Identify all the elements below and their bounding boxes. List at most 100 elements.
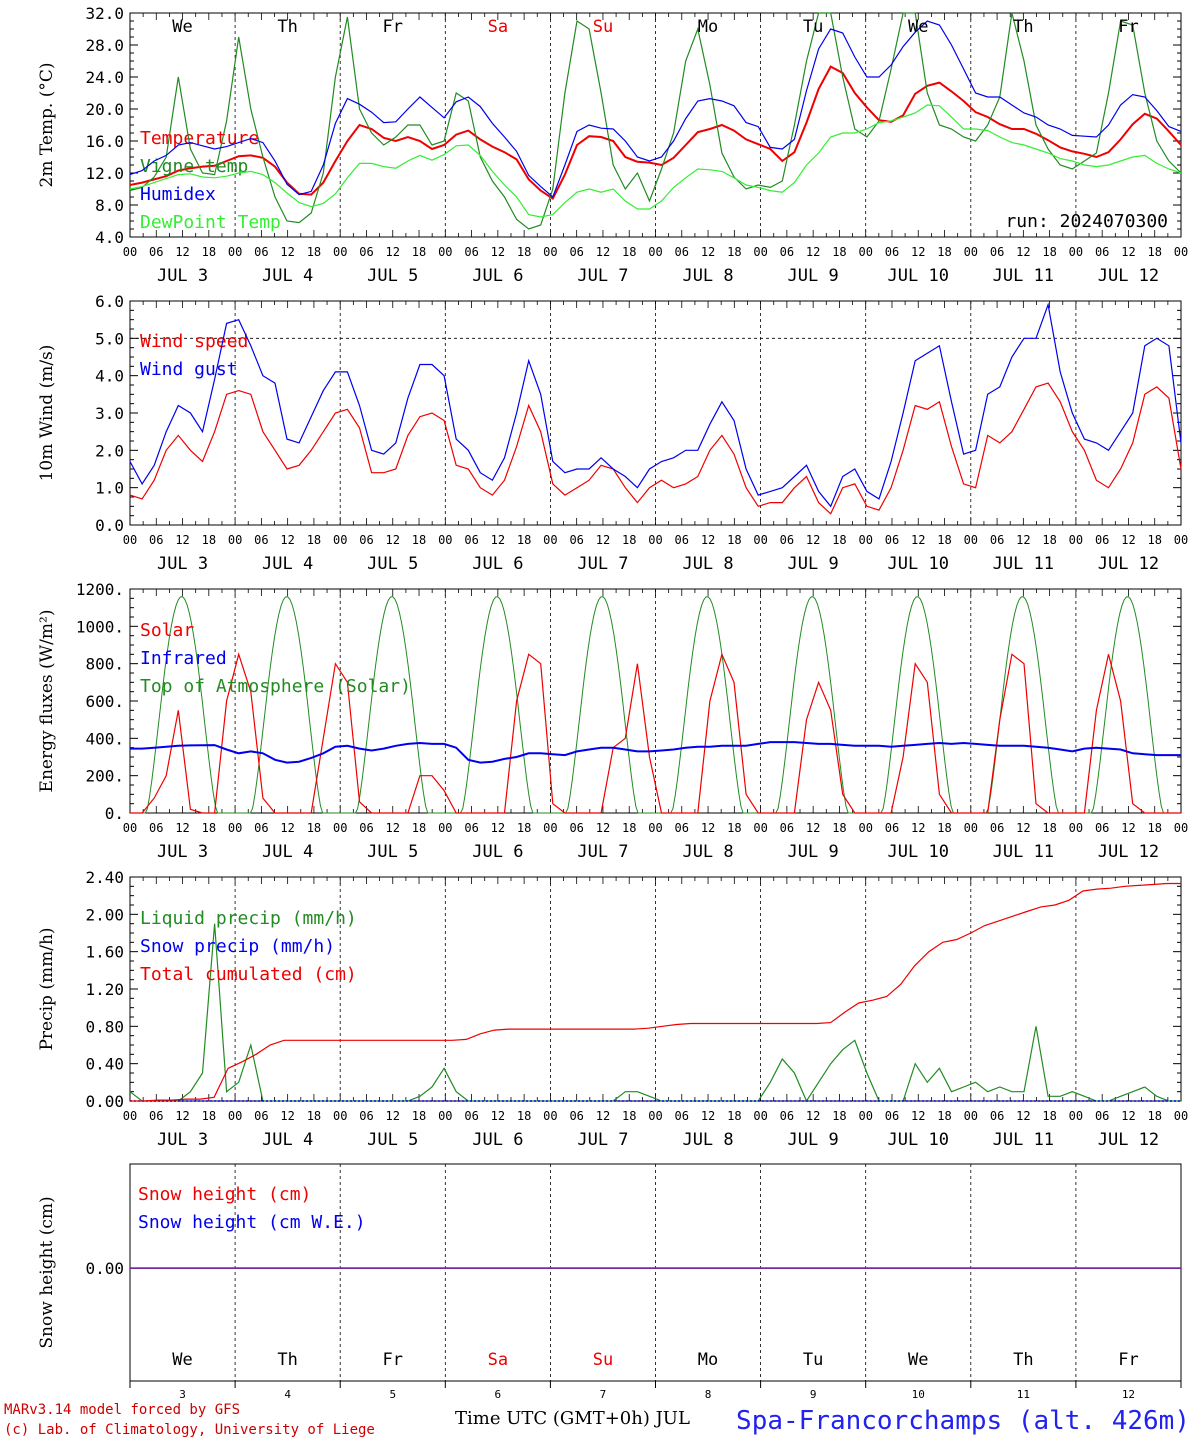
y-axis-label: Energy fluxes (W/m²) [37, 610, 57, 793]
date-label: JUL 6 [472, 554, 523, 574]
y-tick-label: 1200. [76, 580, 124, 599]
hour-tick-label: 18 [832, 1109, 846, 1123]
day-name: Su [593, 1350, 613, 1370]
hour-tick-label: 06 [569, 533, 583, 547]
y-tick-label: 600. [85, 692, 124, 711]
hour-tick-label: 00 [1174, 821, 1188, 835]
hour-tick-label: 18 [622, 1109, 636, 1123]
day-name: Fr [383, 1350, 403, 1370]
hour-tick-label: 00 [858, 245, 872, 259]
hour-tick-label: 18 [937, 1109, 951, 1123]
y-tick-label: 1.20 [85, 980, 124, 999]
legend-entry: Snow height (cm) [138, 1184, 311, 1205]
day-name: We [172, 17, 192, 37]
hour-tick-label: 00 [858, 821, 872, 835]
hour-tick-label: 12 [596, 1109, 610, 1123]
footer-lab: (c) Lab. of Climatology, University of L… [4, 1422, 375, 1438]
day-number: 5 [389, 1388, 396, 1401]
hour-tick-label: 00 [858, 533, 872, 547]
y-tick-label: 5.0 [95, 329, 124, 348]
hour-tick-label: 18 [517, 533, 531, 547]
hour-tick-label: 18 [727, 821, 741, 835]
hour-tick-label: 00 [543, 533, 557, 547]
day-name: Fr [383, 17, 403, 37]
day-name: Mo [698, 1350, 718, 1370]
date-label: JUL 5 [367, 554, 418, 574]
hour-tick-label: 00 [1069, 1109, 1083, 1123]
day-name: Su [593, 17, 613, 37]
y-tick-label: 2.0 [95, 441, 124, 460]
date-label: JUL 4 [262, 554, 313, 574]
hour-tick-label: 00 [648, 821, 662, 835]
y-tick-label: 0.80 [85, 1017, 124, 1036]
hour-tick-label: 06 [885, 245, 899, 259]
hour-tick-label: 18 [622, 533, 636, 547]
hour-tick-label: 18 [307, 245, 321, 259]
hour-tick-label: 18 [412, 821, 426, 835]
day-number: 12 [1122, 1388, 1135, 1401]
legend-entry: Liquid precip (mm/h) [140, 908, 357, 929]
date-label: JUL 4 [262, 1130, 313, 1150]
hour-tick-label: 06 [885, 1109, 899, 1123]
hour-tick-label: 06 [675, 245, 689, 259]
hour-tick-label: 12 [1121, 245, 1135, 259]
hour-tick-label: 00 [438, 1109, 452, 1123]
hour-tick-label: 06 [569, 245, 583, 259]
hour-tick-label: 18 [412, 533, 426, 547]
hour-tick-label: 18 [937, 245, 951, 259]
hour-tick-label: 06 [780, 245, 794, 259]
hour-tick-label: 00 [1069, 533, 1083, 547]
hour-tick-label: 18 [307, 821, 321, 835]
panel-3: 0. 200. 400. 600. 800. 1000. 1200. Energy fluxe… [37, 580, 1188, 862]
hour-tick-label: 06 [464, 245, 478, 259]
date-label: JUL 6 [472, 266, 523, 286]
hour-tick-label: 00 [964, 821, 978, 835]
hour-tick-label: 12 [491, 1109, 505, 1123]
y-tick-label: 3.0 [95, 404, 124, 423]
station-name: Spa-Francorchamps (alt. 426m) [736, 1406, 1190, 1436]
hour-tick-label: 12 [701, 533, 715, 547]
panel-frame [129, 588, 1182, 814]
hour-tick-label: 06 [359, 821, 373, 835]
hour-tick-label: 18 [622, 821, 636, 835]
hour-tick-label: 12 [701, 245, 715, 259]
hour-tick-label: 12 [1121, 821, 1135, 835]
hour-tick-label: 06 [675, 821, 689, 835]
date-label: JUL 9 [788, 266, 839, 286]
hour-tick-label: 18 [937, 533, 951, 547]
hour-tick-label: 18 [1042, 533, 1056, 547]
hour-tick-label: 00 [858, 1109, 872, 1123]
date-label: JUL 12 [1098, 1130, 1159, 1150]
y-axis-label: 2m Temp. (°C) [37, 62, 57, 187]
hour-tick-label: 00 [333, 821, 347, 835]
hour-tick-label: 06 [675, 1109, 689, 1123]
hour-tick-label: 18 [202, 821, 216, 835]
date-label: JUL 7 [577, 266, 628, 286]
date-label: JUL 5 [367, 1130, 418, 1150]
hour-tick-label: 06 [149, 245, 163, 259]
hour-tick-label: 18 [307, 533, 321, 547]
hour-tick-label: 12 [806, 821, 820, 835]
hour-tick-label: 00 [648, 245, 662, 259]
hour-tick-label: 18 [1042, 245, 1056, 259]
hour-tick-label: 18 [202, 1109, 216, 1123]
legend-entry: Infrared [140, 648, 227, 669]
legend-entry: Top of Atmosphere (Solar) [140, 676, 411, 697]
hour-tick-label: 12 [491, 821, 505, 835]
day-name: Th [1013, 17, 1033, 37]
hour-tick-label: 06 [885, 821, 899, 835]
hour-tick-label: 06 [464, 533, 478, 547]
date-label: JUL 11 [993, 266, 1054, 286]
hour-tick-label: 06 [990, 245, 1004, 259]
panel-frame [129, 12, 1182, 238]
date-label: JUL 7 [577, 554, 628, 574]
hour-tick-label: 06 [885, 533, 899, 547]
hour-tick-label: 06 [780, 821, 794, 835]
y-tick-label: 4.0 [95, 228, 124, 247]
hour-tick-label: 06 [149, 533, 163, 547]
hour-tick-label: 18 [412, 1109, 426, 1123]
series-line-wind-gust [129, 302, 1182, 508]
hour-tick-label: 06 [780, 533, 794, 547]
hour-tick-label: 18 [1042, 821, 1056, 835]
y-tick-label: 2.00 [85, 905, 124, 924]
